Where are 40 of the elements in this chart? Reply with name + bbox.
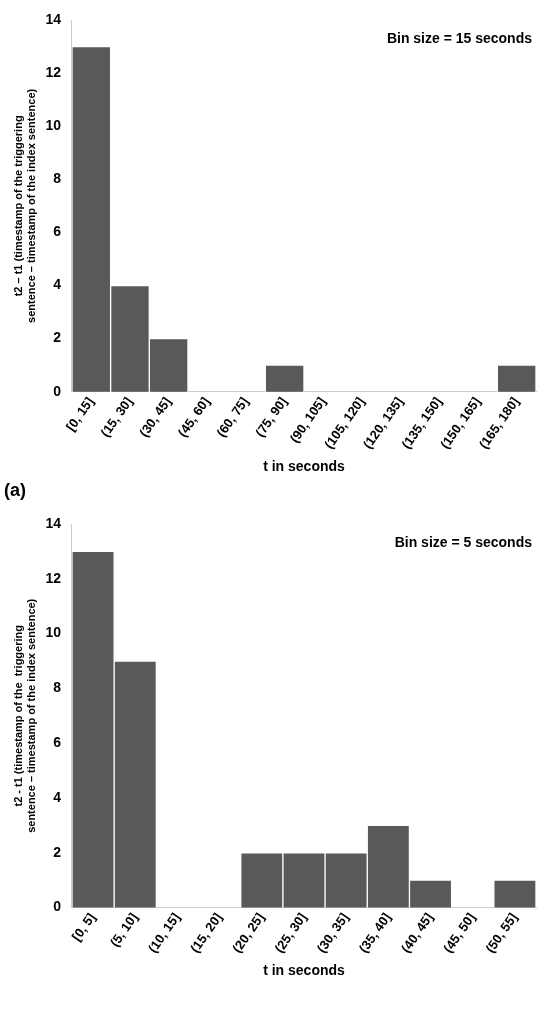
x-tick-label: (40, 45] xyxy=(397,910,436,956)
y-tick-label: 6 xyxy=(53,223,62,240)
x-tick-label: (30, 45] xyxy=(136,394,175,440)
y-tick-label: 14 xyxy=(45,10,62,27)
y-tick-label: 14 xyxy=(45,514,62,531)
x-tick-label: (45, 60] xyxy=(174,394,213,440)
x-tick-label: (30, 35] xyxy=(313,910,352,956)
y-tick-label: 2 xyxy=(53,329,62,346)
y-tick-label: 2 xyxy=(53,843,62,860)
y-tick-label: 4 xyxy=(53,788,62,805)
x-tick-label: (10, 15] xyxy=(144,910,183,956)
x-tick-label: (15, 20] xyxy=(187,910,226,956)
x-tick-label: (25, 30] xyxy=(271,910,310,956)
text: (a) xyxy=(3,480,27,502)
y-tick-label: 6 xyxy=(53,734,62,751)
annotation: Bin size = 15 seconds xyxy=(386,29,533,46)
x-tick-label: [0, 15] xyxy=(62,394,97,434)
x-tick-label: (50, 55] xyxy=(482,910,521,956)
x-tick-label: (20, 25] xyxy=(229,910,268,956)
x-axis-title: t in seconds xyxy=(263,962,346,979)
y-axis-title: t2 – t1 (timestamp of the triggering sentence – timestamp of the index sentence) xyxy=(11,88,37,323)
y-tick-label: 12 xyxy=(45,569,62,586)
x-tick-label: [0, 5] xyxy=(68,910,99,944)
y-tick-label: 0 xyxy=(53,898,62,915)
y-tick-label: 8 xyxy=(53,679,62,696)
y-tick-label: 12 xyxy=(45,63,62,80)
x-tick-label: (15, 30] xyxy=(97,394,136,440)
y-tick-label: 4 xyxy=(53,276,62,293)
x-tick-label: (45, 50] xyxy=(440,910,479,956)
y-tick-label: 0 xyxy=(53,382,62,399)
x-axis-title: t in seconds xyxy=(263,458,346,475)
y-tick-label: 8 xyxy=(53,170,62,187)
x-tick-label: (75, 90] xyxy=(252,394,291,440)
x-tick-label: (60, 75] xyxy=(213,394,252,440)
y-tick-label: 10 xyxy=(45,624,62,641)
annotation: Bin size = 5 seconds xyxy=(394,533,533,550)
y-axis-title: t2 - t1 (timestamp of the triggering sentence – timestamp of the index sentence) xyxy=(11,598,37,833)
y-tick-label: 10 xyxy=(45,117,62,134)
x-tick-label: (5, 10] xyxy=(106,910,141,950)
x-tick-label: (35, 40] xyxy=(355,910,394,956)
